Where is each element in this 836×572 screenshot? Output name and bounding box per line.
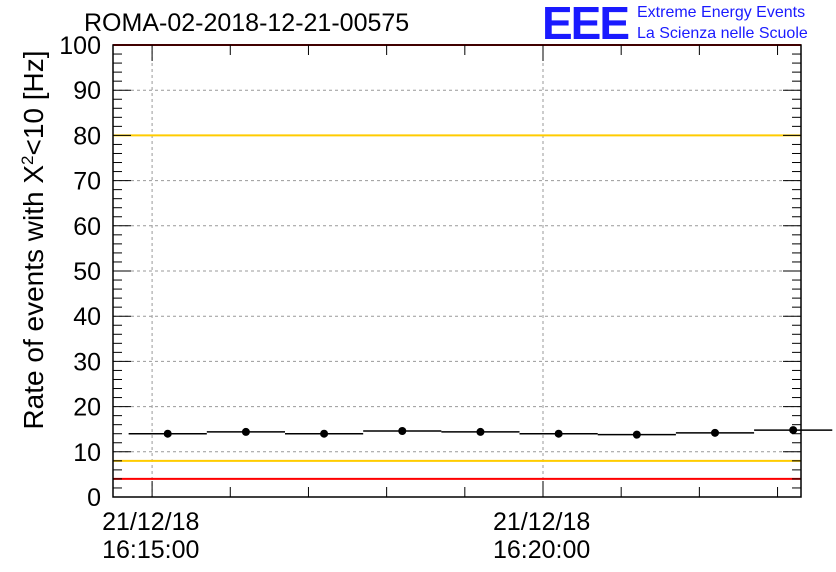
eee-logo: EEE: [542, 0, 630, 49]
y-tick-label: 10: [73, 439, 101, 467]
y-tick-label: 100: [59, 32, 101, 60]
y-axis-title-main: Rate of events with X: [18, 164, 50, 430]
data-point: [554, 429, 563, 438]
tick-labels: 010203040506070809010021/12/1816:15:0021…: [59, 32, 590, 564]
logo-line-1: Extreme Energy Events: [637, 4, 806, 21]
x-tick-date: 21/12/18: [102, 508, 199, 536]
y-tick-label: 80: [73, 122, 101, 150]
logo-line-2: La Scienza nelle Scuole: [637, 25, 808, 42]
data-point: [241, 427, 250, 436]
y-axis-title-sup: 2: [17, 155, 37, 165]
y-tick-label: 70: [73, 168, 101, 196]
y-tick-label: 60: [73, 213, 101, 241]
axes: [112, 44, 802, 498]
y-tick-label: 90: [73, 77, 101, 105]
y-axis-title: Rate of events with X2<10 [Hz]: [18, 50, 50, 429]
data-point: [476, 427, 485, 436]
y-tick-label: 20: [73, 394, 101, 422]
y-tick-label: 30: [73, 348, 101, 376]
y-tick-label: 0: [87, 484, 101, 512]
data-point: [163, 429, 172, 438]
x-tick-time: 16:15:00: [102, 536, 199, 564]
reference-lines: [113, 44, 801, 480]
x-tick-date: 21/12/18: [493, 508, 590, 536]
data-points: [128, 426, 833, 439]
data-point: [632, 430, 641, 439]
y-axis-title-rest: <10 [Hz]: [18, 50, 50, 156]
y-tick-label: 40: [73, 303, 101, 331]
chart-title: ROMA-02-2018-12-21-00575: [84, 9, 410, 37]
data-point: [711, 428, 719, 437]
data-point: [789, 426, 798, 435]
data-point: [320, 429, 329, 438]
data-point: [398, 427, 407, 436]
grid-lines: [113, 45, 801, 497]
y-tick-label: 50: [73, 258, 101, 286]
x-tick-time: 16:20:00: [493, 536, 590, 564]
